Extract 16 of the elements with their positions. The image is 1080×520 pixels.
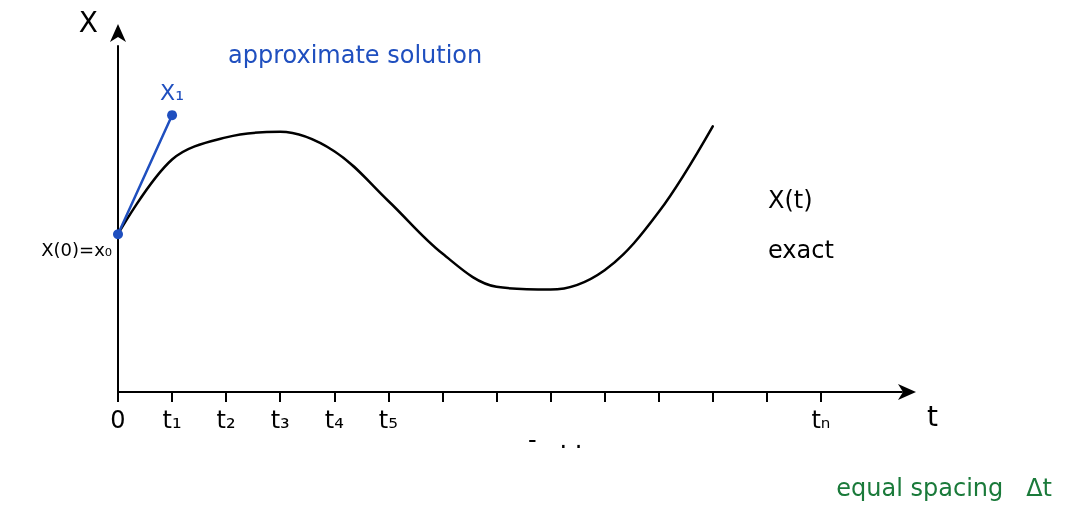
x-tick-label: t₅ — [378, 406, 398, 434]
x-tick-label: t₄ — [324, 406, 344, 434]
annotation: X(t) — [768, 186, 813, 214]
x-tick-label: t₃ — [270, 406, 290, 434]
annotation: X(0)=x₀ — [41, 238, 112, 260]
text: approximate solution — [228, 41, 483, 69]
x-tick-label: t₁ — [162, 406, 182, 434]
annotation: X₁ — [160, 79, 184, 105]
x-axis-title: t — [927, 399, 938, 433]
x-tick-label: tₙ — [811, 406, 831, 434]
y-axis-title: X — [78, 5, 98, 39]
x-tick-label: t₂ — [216, 406, 236, 434]
text: equal spacing Δt — [836, 474, 1052, 502]
annotation: exact — [768, 236, 834, 264]
text: - . . — [528, 426, 583, 454]
x-tick-label: 0 — [110, 406, 126, 434]
